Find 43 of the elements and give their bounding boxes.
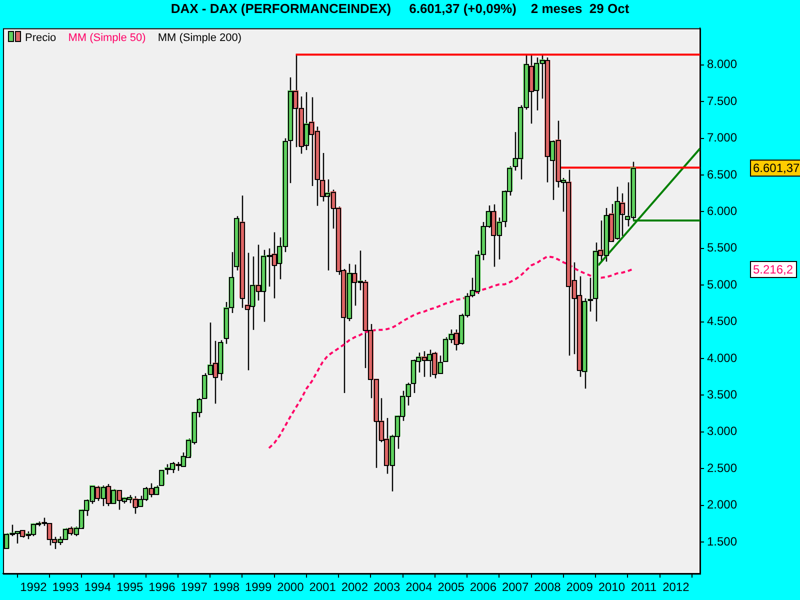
y-tick-label: 5.000 [707, 277, 738, 292]
y-tick-label: 8.000 [707, 57, 738, 72]
x-tick-label: 2001 [309, 580, 336, 594]
x-tick-label: 1993 [52, 580, 80, 594]
x-tick-label: 2002 [341, 580, 368, 594]
y-tick-label: 1.500 [707, 534, 738, 548]
x-tick-label: 1996 [148, 580, 176, 594]
x-tick-label: 2000 [277, 580, 304, 594]
y-tick-label: 6.500 [707, 167, 738, 182]
x-tick-label: 1998 [212, 580, 240, 594]
legend-label: Precio [25, 32, 56, 44]
text: 5.216,2 [753, 262, 794, 276]
y-tick-label: 4.000 [707, 350, 738, 365]
x-tick-label: 2008 [534, 580, 562, 594]
legend-label: MM (Simple 200) [158, 32, 242, 44]
x-tick-label: 2006 [470, 580, 497, 594]
y-tick-label: 7.500 [707, 94, 738, 108]
y-tick-label: 6.000 [707, 204, 738, 218]
y-tick-label: 3.500 [707, 388, 738, 402]
chart-title: DAX - DAX (PERFORMANCEINDEX) [170, 1, 392, 16]
x-tick-label: 2007 [502, 580, 529, 594]
text: 6.601,37 [753, 160, 800, 175]
line-series [268, 255, 634, 450]
y-tick-label: 3.000 [707, 424, 738, 438]
x-tick-label: 1994 [84, 580, 112, 594]
x-tick-label: 2004 [406, 580, 433, 594]
y-tick-label: 4.500 [707, 314, 738, 328]
x-tick-label: 2010 [598, 580, 626, 594]
x-tick-label: 1992 [20, 580, 48, 594]
x-tick-label: 2011 [630, 580, 658, 594]
y-tick-label: 7.000 [707, 130, 738, 145]
x-tick-label: 1995 [116, 580, 144, 594]
x-tick-label: 2003 [373, 580, 400, 594]
x-tick-label: 1999 [244, 580, 272, 594]
x-tick-label: 1997 [180, 580, 208, 594]
y-tick-label: 5.500 [707, 240, 738, 255]
y-tick-label: 2.500 [707, 460, 738, 475]
x-tick-label: 2009 [566, 580, 594, 594]
x-tick-label: 2005 [438, 580, 465, 594]
x-tick-label: 2012 [662, 580, 690, 594]
text: MM (Simple 50) [68, 32, 146, 44]
chart-subtitle: 6.601,37 (+0,09%) 2 meses 29 Oct [409, 1, 630, 16]
y-tick-label: 2.000 [707, 498, 738, 512]
